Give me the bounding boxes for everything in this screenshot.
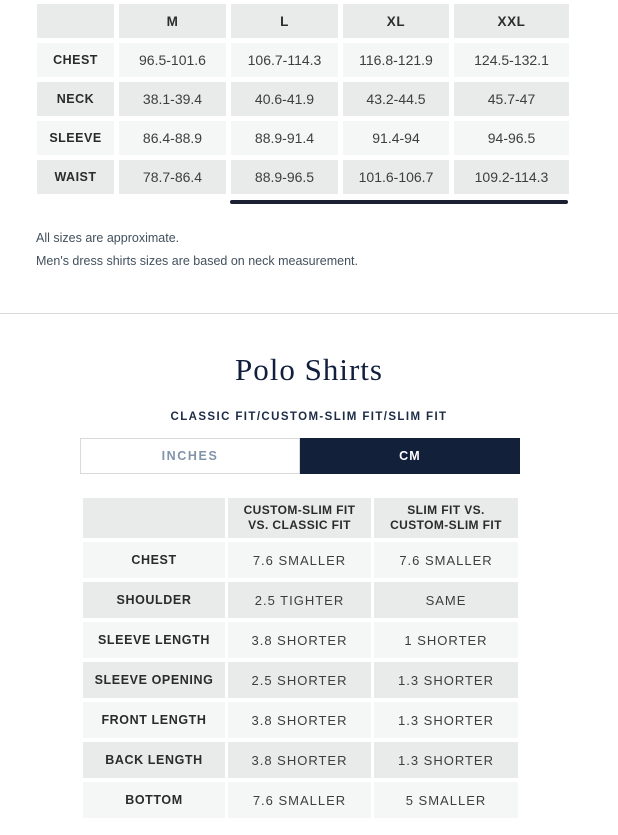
size-col-header-xl: XL [343, 4, 449, 38]
size-value-cell: 86.4-88.9 [119, 121, 226, 155]
fit-value-cell: SAME [374, 582, 518, 618]
size-col-header-xxl: XXL [454, 4, 569, 38]
size-value-cell: 40.6-41.9 [231, 82, 338, 116]
row-label-bottom: BOTTOM [83, 782, 225, 818]
fit-value-cell: 7.6 SMALLER [228, 782, 371, 818]
size-value-cell: 106.7-114.3 [231, 43, 338, 77]
fit-value-cell: 5 SMALLER [374, 782, 518, 818]
row-label-sleeve-opening: SLEEVE OPENING [83, 662, 225, 698]
table-horizontal-scrollbar-thumb[interactable] [230, 200, 568, 204]
row-label-sleeve-length: SLEEVE LENGTH [83, 622, 225, 658]
size-chart-corner-cell [37, 4, 114, 38]
unit-toggle: INCHES CM [80, 438, 520, 474]
polo-shirts-title: Polo Shirts [235, 352, 383, 387]
size-value-cell: 78.7-86.4 [119, 160, 226, 194]
fit-col-header-slim-vs-custom-slim: SLIM FIT VS. CUSTOM-SLIM FIT [374, 498, 518, 538]
cm-tab[interactable]: CM [300, 438, 520, 474]
size-value-cell: 101.6-106.7 [343, 160, 449, 194]
fit-value-cell: 3.8 SHORTER [228, 702, 371, 738]
row-label-front-length: FRONT LENGTH [83, 702, 225, 738]
fit-value-cell: 2.5 TIGHTER [228, 582, 371, 618]
size-value-cell: 94-96.5 [454, 121, 569, 155]
size-value-cell: 124.5-132.1 [454, 43, 569, 77]
fit-col-header-custom-slim-vs-classic: CUSTOM-SLIM FIT VS. CLASSIC FIT [228, 498, 371, 538]
row-label-chest: CHEST [83, 542, 225, 578]
fit-subtitle: CLASSIC FIT/CUSTOM-SLIM FIT/SLIM FIT [170, 411, 448, 423]
fit-value-cell: 3.8 SHORTER [228, 622, 371, 658]
row-label-shoulder: SHOULDER [83, 582, 225, 618]
size-value-cell: 88.9-96.5 [231, 160, 338, 194]
fit-value-cell: 1.3 SHORTER [374, 662, 518, 698]
size-value-cell: 38.1-39.4 [119, 82, 226, 116]
inches-tab[interactable]: INCHES [80, 438, 300, 474]
size-value-cell: 45.7-47 [454, 82, 569, 116]
section-divider [0, 313, 618, 314]
fit-value-cell: 1.3 SHORTER [374, 742, 518, 778]
size-value-cell: 43.2-44.5 [343, 82, 449, 116]
size-col-header-m: M [119, 4, 226, 38]
size-value-cell: 116.8-121.9 [343, 43, 449, 77]
row-label-neck: NECK [37, 82, 114, 116]
size-value-cell: 91.4-94 [343, 121, 449, 155]
note-neck-measurement: Men's dress shirts sizes are based on ne… [36, 254, 358, 268]
size-col-header-l: L [231, 4, 338, 38]
fit-value-cell: 1.3 SHORTER [374, 702, 518, 738]
row-label-back-length: BACK LENGTH [83, 742, 225, 778]
note-sizes-approximate: All sizes are approximate. [36, 231, 180, 245]
size-value-cell: 96.5-101.6 [119, 43, 226, 77]
row-label-sleeve: SLEEVE [37, 121, 114, 155]
row-label-waist: WAIST [37, 160, 114, 194]
fit-table-corner-cell [83, 498, 225, 538]
fit-value-cell: 7.6 SMALLER [228, 542, 371, 578]
fit-comparison-table: CUSTOM-SLIM FIT VS. CLASSIC FIT SLIM FIT… [83, 498, 518, 818]
fit-value-cell: 3.8 SHORTER [228, 742, 371, 778]
fit-value-cell: 1 SHORTER [374, 622, 518, 658]
size-chart-table: M L XL XXL CHEST 96.5-101.6 106.7-114.3 … [37, 4, 569, 194]
fit-value-cell: 2.5 SHORTER [228, 662, 371, 698]
row-label-chest: CHEST [37, 43, 114, 77]
size-value-cell: 88.9-91.4 [231, 121, 338, 155]
fit-value-cell: 7.6 SMALLER [374, 542, 518, 578]
size-value-cell: 109.2-114.3 [454, 160, 569, 194]
